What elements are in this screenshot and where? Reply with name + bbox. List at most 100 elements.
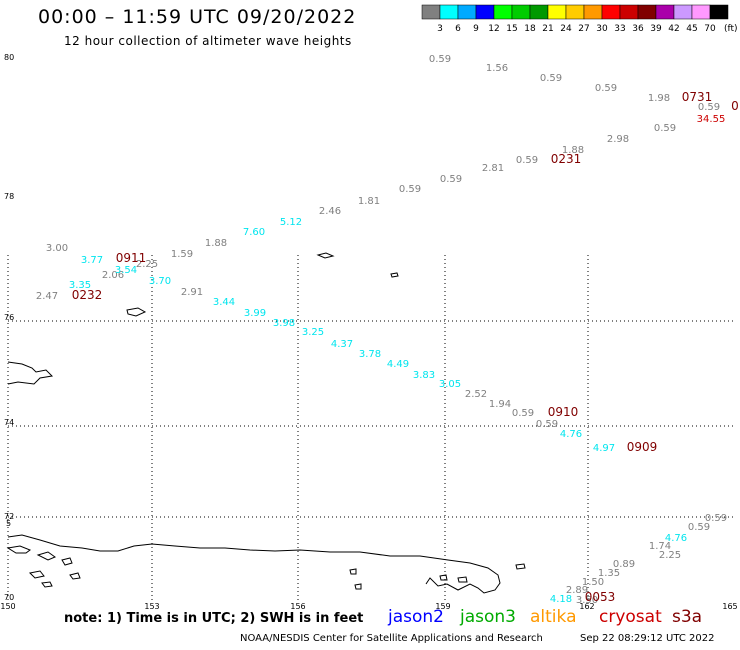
swh-value-gray: 2.25	[136, 259, 158, 270]
swh-value-gray: 0.59	[688, 522, 710, 533]
swh-value-gray: 2.25	[659, 550, 681, 561]
colorbar-swatch	[439, 4, 459, 20]
island-mid-3	[439, 574, 448, 581]
pass-time-label: 0911	[116, 251, 147, 265]
colorbar-swatch	[493, 4, 513, 20]
legend-jason2: jason2	[388, 607, 444, 627]
island-north-1	[316, 252, 335, 259]
colorbar-swatch	[475, 4, 495, 20]
colorbar-swatch	[691, 4, 711, 20]
island-west-5	[41, 581, 53, 588]
swh-value-cyan: 4.76	[665, 533, 687, 544]
coastline	[6, 252, 526, 594]
colorbar-unit: (ft)	[724, 24, 738, 34]
lat-label: 78	[4, 192, 14, 201]
lat-label: 76	[4, 313, 14, 322]
swh-value-gray: 1.88	[205, 238, 227, 249]
swh-value-gray: 2.46	[319, 206, 341, 217]
swh-value-gray: 1.74	[649, 541, 671, 552]
colorbar-tick-label: 18	[524, 24, 536, 34]
legend-altika: altika	[530, 607, 577, 627]
swh-value-gray: 0.59	[540, 73, 562, 84]
footer-credit: NOAA/NESDIS Center for Satellite Applica…	[240, 633, 543, 644]
swh-value-gray: 1.98	[648, 93, 670, 104]
swh-value-cyan: 3.99	[244, 308, 266, 319]
island-west-4	[28, 570, 45, 579]
track-labels-gray: 0.591.560.590.591.980.590.592.981.880.59…	[36, 54, 727, 606]
swh-value-gray: 0.59	[512, 408, 534, 419]
lon-label: 156	[290, 602, 305, 611]
coastline-west-peninsula	[7, 361, 54, 385]
swh-value-cyan: 3.78	[359, 349, 381, 360]
swh-value-gray: 1.59	[171, 249, 193, 260]
swh-value-gray: 0.89	[613, 559, 635, 570]
colorbar-tick-label: 3	[437, 24, 443, 34]
swh-value-gray: 1.88	[562, 145, 584, 156]
swh-value-gray: 0.59	[595, 83, 617, 94]
swh-value-cyan: 4.18	[550, 594, 572, 605]
swh-value-gray: 0.59	[536, 419, 558, 430]
colorbar-swatch	[511, 4, 531, 20]
island-north-2	[390, 272, 399, 278]
lon-label: 162	[579, 602, 594, 611]
colorbar-tick-label: 24	[560, 24, 572, 34]
legend-cryosat: cryosat	[599, 607, 662, 627]
swh-value-cyan: 3.77	[81, 255, 103, 266]
swh-value-gray: 0.59	[654, 123, 676, 134]
swh-value-gray: 0.59	[399, 184, 421, 195]
lat-label: 72	[4, 512, 14, 521]
color-scale-bar: 3 6 9 12 15 18 21 24 27 30 33 36 39 42 45 70 (ft)	[421, 4, 738, 34]
colorbar-tick-label: 30	[596, 24, 608, 34]
swh-value-cyan: 4.76	[560, 429, 582, 440]
legend-s3a: s3a	[672, 607, 703, 627]
legend-jason3: jason3	[460, 607, 516, 627]
swh-value-cyan: 3.05	[439, 379, 461, 390]
pass-time-label: 0232	[72, 288, 103, 302]
colorbar-swatch	[457, 4, 477, 20]
swh-value-gray: 0.59	[705, 513, 727, 524]
swh-value-cyan: 3.54	[115, 265, 137, 276]
swh-value-gray: 1.81	[358, 196, 380, 207]
colorbar-tick-label: 12	[488, 24, 499, 34]
pass-time-label: 0053	[585, 590, 616, 604]
swh-value-cyan: 3.25	[302, 327, 324, 338]
lon-label: 153	[144, 602, 159, 611]
swh-value-cyan: 3.98	[273, 318, 295, 329]
island-west-3	[61, 557, 73, 566]
island-west-1	[6, 545, 32, 554]
swh-value-gray: 1.56	[486, 63, 508, 74]
swh-value-gray: 2.98	[607, 134, 629, 145]
track-labels-red-small: 34.55	[697, 114, 726, 125]
swh-value-red: 34.55	[697, 114, 726, 125]
colorbar-tick-label: 33	[614, 24, 625, 34]
colorbar-swatch	[673, 4, 693, 20]
swh-value-cyan: 3.70	[149, 276, 171, 287]
swh-value-cyan: 3.83	[413, 370, 435, 381]
lon-label: 165	[722, 602, 737, 611]
swh-value-gray: 2.81	[482, 163, 504, 174]
colorbar-swatch	[709, 4, 729, 20]
colorbar-tick-label: 42	[668, 24, 679, 34]
map-subtitle: 12 hour collection of altimeter wave hei…	[64, 34, 352, 48]
colorbar-tick-label: 9	[473, 24, 479, 34]
lon-label: 150	[0, 602, 15, 611]
colorbar-swatch	[655, 4, 675, 20]
swh-value-cyan: 7.60	[243, 227, 265, 238]
pass-time-label: 0910	[548, 405, 579, 419]
lon-label: 159	[435, 602, 450, 611]
footer-note: note: 1) Time is in UTC; 2) SWH is in fe…	[64, 611, 364, 626]
island-east-1	[515, 563, 526, 570]
swh-value-gray: 0.59	[698, 102, 720, 113]
pass-time-label: 0731	[682, 90, 713, 104]
colorbar-swatch	[619, 4, 639, 20]
colorbar-tick-label: 15	[506, 24, 517, 34]
swh-value-gray: 1.94	[489, 399, 511, 410]
swh-value-gray: 0.59	[440, 174, 462, 185]
colorbar-swatch	[601, 4, 621, 20]
swh-value-gray: 1.50	[582, 577, 604, 588]
colorbar-swatch	[565, 4, 585, 20]
swh-value-gray: 2.06	[102, 270, 124, 281]
colorbar-swatch	[529, 4, 549, 20]
